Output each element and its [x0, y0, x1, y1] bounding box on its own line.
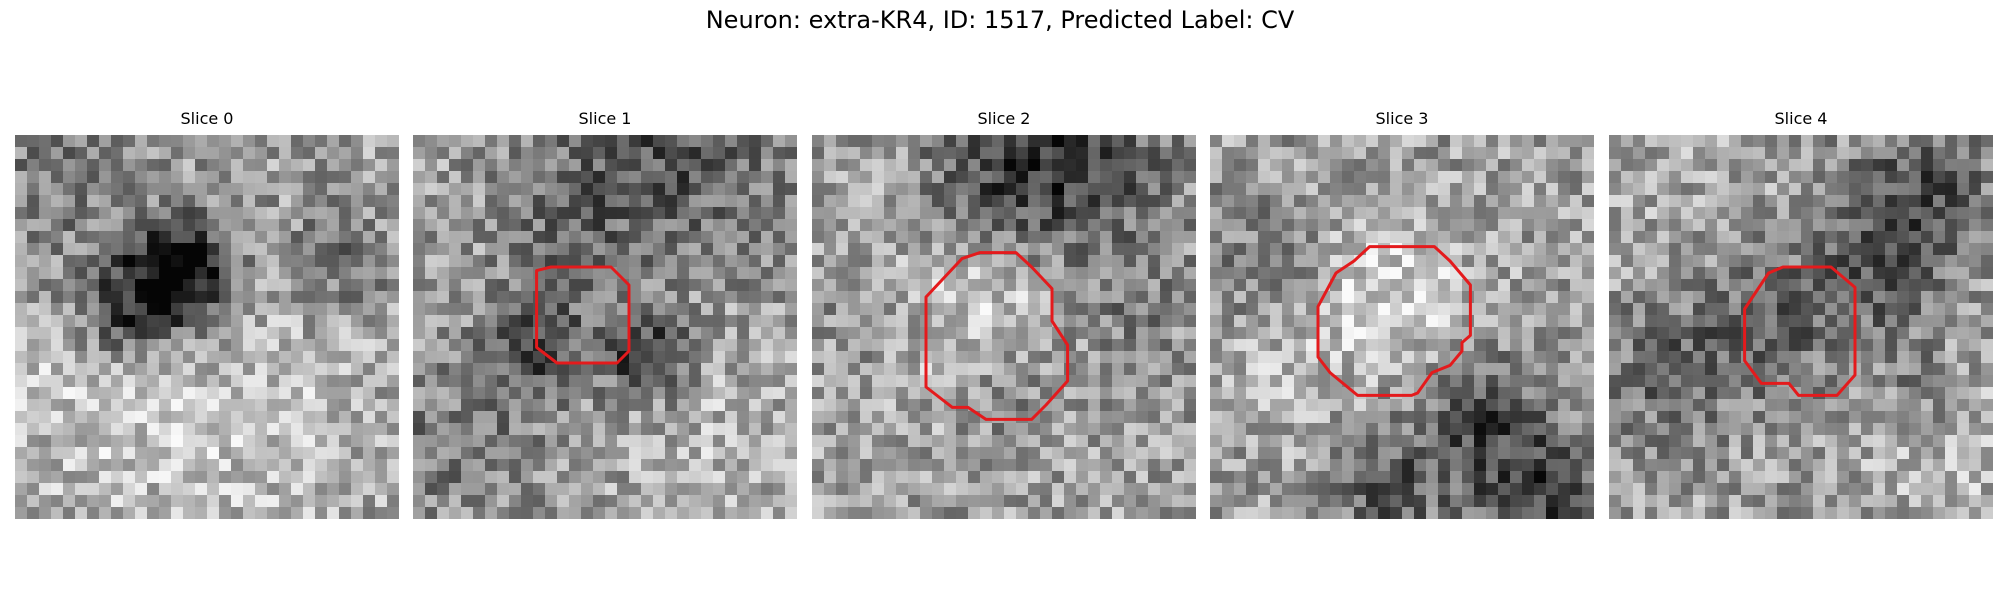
- figure-title: Neuron: extra-KR4, ID: 1517, Predicted L…: [705, 6, 1295, 34]
- slice-image-2: [812, 135, 1196, 519]
- slice-title: Slice 4: [1774, 109, 1828, 128]
- roi-contour: [1316, 245, 1472, 397]
- slice-image-1: [413, 135, 797, 519]
- slice-image-3: [1210, 135, 1594, 519]
- slice-title: Slice 3: [1375, 109, 1429, 128]
- slice-panel-4: Slice 4: [1609, 108, 1993, 519]
- roi-contour: [535, 265, 631, 365]
- slice-panel-1: Slice 1: [413, 108, 797, 519]
- slice-image-0: [15, 135, 399, 519]
- slice-title: Slice 2: [977, 109, 1031, 128]
- slice-title: Slice 1: [578, 109, 632, 128]
- slice-title: Slice 0: [180, 109, 234, 128]
- roi-contour: [924, 251, 1070, 421]
- roi-contour: [1743, 265, 1857, 397]
- slice-panel-2: Slice 2: [812, 108, 1196, 519]
- slice-panel-3: Slice 3: [1210, 108, 1594, 519]
- slice-image-4: [1609, 135, 1993, 519]
- slice-panel-0: Slice 0: [15, 108, 399, 519]
